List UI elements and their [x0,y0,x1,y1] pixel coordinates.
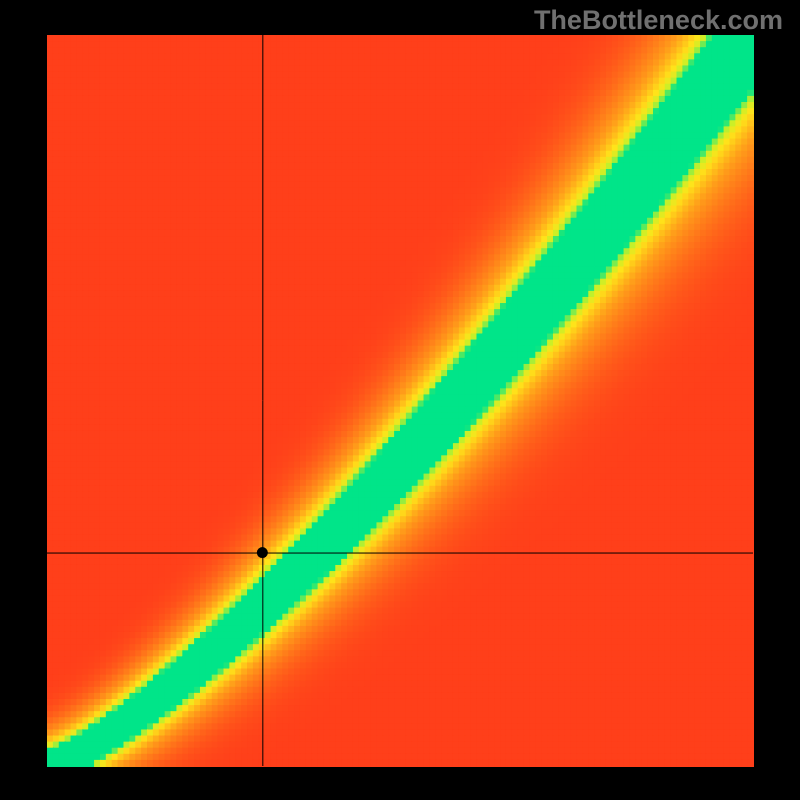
watermark-text: TheBottleneck.com [534,5,783,36]
bottleneck-heatmap [0,0,800,800]
chart-container: TheBottleneck.com [0,0,800,800]
